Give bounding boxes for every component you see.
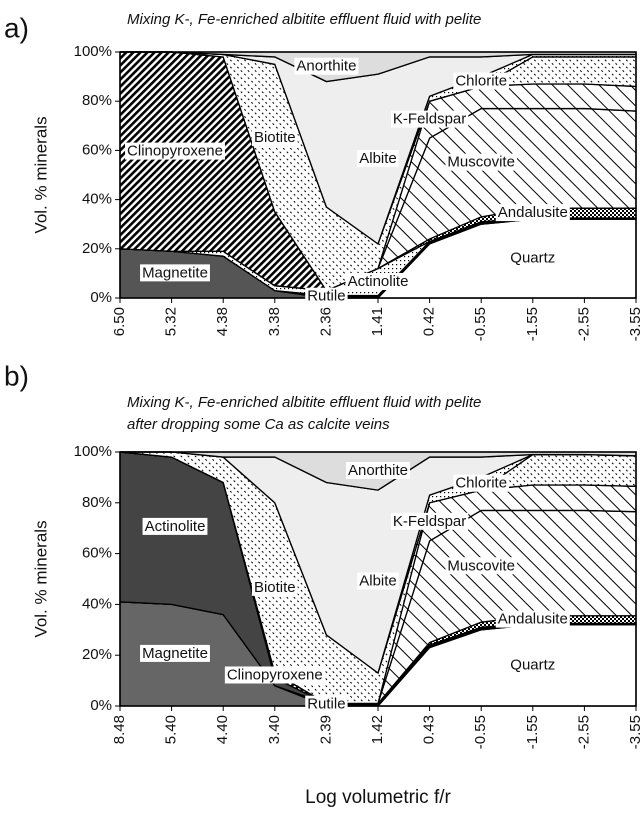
area-label: Albite (359, 573, 397, 590)
area-label: Albite (359, 150, 397, 167)
y-tick-label: 20% (82, 240, 112, 257)
y-tick-label: 60% (82, 545, 112, 562)
area-label: Actinolite (348, 273, 409, 290)
y-tick-label: 40% (82, 191, 112, 208)
x-tick-label: -3.55 (627, 715, 643, 749)
area-label: Anorthite (296, 58, 356, 75)
label-bg (495, 204, 570, 222)
x-tick-label: 6.50 (111, 307, 128, 336)
area-label: K-Feldspar (393, 111, 466, 128)
y-tick-label: 60% (82, 141, 112, 158)
label-bg (305, 695, 348, 713)
chart-title: Mixing K-, Fe-enriched albitite effluent… (127, 394, 481, 411)
area-label: Biotite (254, 129, 296, 146)
label-bg (305, 287, 348, 305)
area-label: Clinopyroxene (127, 143, 223, 160)
y-axis-label: Vol. % minerals (31, 520, 50, 637)
area-label: K-Feldspar (393, 513, 466, 530)
label-bg (445, 557, 517, 575)
area-label: Clinopyroxene (227, 666, 323, 683)
chart-title: after dropping some Ca as calcite veins (127, 416, 390, 433)
x-tick-label: -3.55 (627, 307, 643, 341)
x-axis-label: Log volumetric f/r (305, 787, 451, 808)
x-tick-label: 2.36 (317, 307, 334, 336)
y-tick-label: 80% (82, 494, 112, 511)
label-bg (125, 142, 225, 160)
area-label: Rutile (307, 288, 345, 305)
label-bg (453, 72, 510, 90)
x-tick-label: -2.55 (575, 715, 592, 749)
panel-label: b) (4, 360, 29, 391)
area-label: Actinolite (145, 518, 206, 535)
label-bg (294, 57, 359, 75)
area-label: Rutile (307, 696, 345, 713)
x-tick-label: 3.38 (266, 307, 283, 336)
area-label: Andalusite (498, 611, 568, 628)
y-tick-label: 80% (82, 92, 112, 109)
label-bg (390, 512, 469, 530)
x-tick-label: -0.55 (472, 715, 489, 749)
area-label: Chlorite (455, 475, 507, 492)
x-tick-label: 0.43 (421, 715, 438, 744)
label-bg (251, 129, 298, 147)
label-bg (390, 110, 469, 128)
y-tick-label: 0% (90, 697, 112, 714)
chart-title: Mixing K-, Fe-enriched albitite effluent… (127, 11, 481, 28)
x-tick-label: 1.41 (369, 307, 386, 336)
label-bg (508, 249, 558, 267)
x-tick-label: -0.55 (472, 307, 489, 341)
area-label: Anorthite (348, 462, 408, 479)
label-bg (140, 644, 210, 662)
x-tick-label: 3.40 (266, 715, 283, 744)
label-bg (357, 572, 399, 590)
area-label: Muscovite (447, 557, 515, 574)
x-tick-label: 2.39 (317, 715, 334, 744)
label-bg (142, 517, 208, 535)
x-tick-label: 5.32 (163, 307, 180, 336)
label-bg (508, 656, 558, 674)
x-tick-label: 8.48 (111, 715, 128, 744)
y-tick-label: 100% (74, 43, 112, 60)
area-label: Quartz (510, 656, 555, 673)
area-label: Magnetite (142, 645, 208, 662)
area-label: Biotite (254, 579, 296, 596)
y-tick-label: 20% (82, 646, 112, 663)
label-bg (140, 264, 210, 282)
area-label: Chlorite (455, 72, 507, 89)
label-bg (453, 474, 510, 492)
x-tick-label: 1.42 (369, 715, 386, 744)
label-bg (495, 610, 570, 628)
x-tick-label: -2.55 (575, 307, 592, 341)
x-tick-label: -1.55 (524, 307, 541, 341)
x-tick-label: 0.42 (421, 307, 438, 336)
x-tick-label: 5.40 (163, 715, 180, 744)
area-label: Magnetite (142, 264, 208, 281)
area-label: Muscovite (447, 154, 515, 171)
label-bg (345, 272, 411, 290)
x-tick-label: 4.40 (214, 715, 231, 744)
label-bg (251, 578, 298, 596)
area-label: Andalusite (498, 204, 568, 221)
x-tick-label: -1.55 (524, 715, 541, 749)
y-axis-label: Vol. % minerals (31, 116, 50, 233)
y-tick-label: 40% (82, 595, 112, 612)
area-label: Quartz (510, 250, 555, 267)
y-tick-label: 0% (90, 289, 112, 306)
label-bg (224, 666, 325, 684)
label-bg (445, 153, 517, 171)
y-tick-label: 100% (74, 443, 112, 460)
label-bg (345, 462, 411, 480)
panel-label: a) (4, 12, 29, 43)
x-tick-label: 4.38 (214, 307, 231, 336)
label-bg (357, 149, 399, 167)
